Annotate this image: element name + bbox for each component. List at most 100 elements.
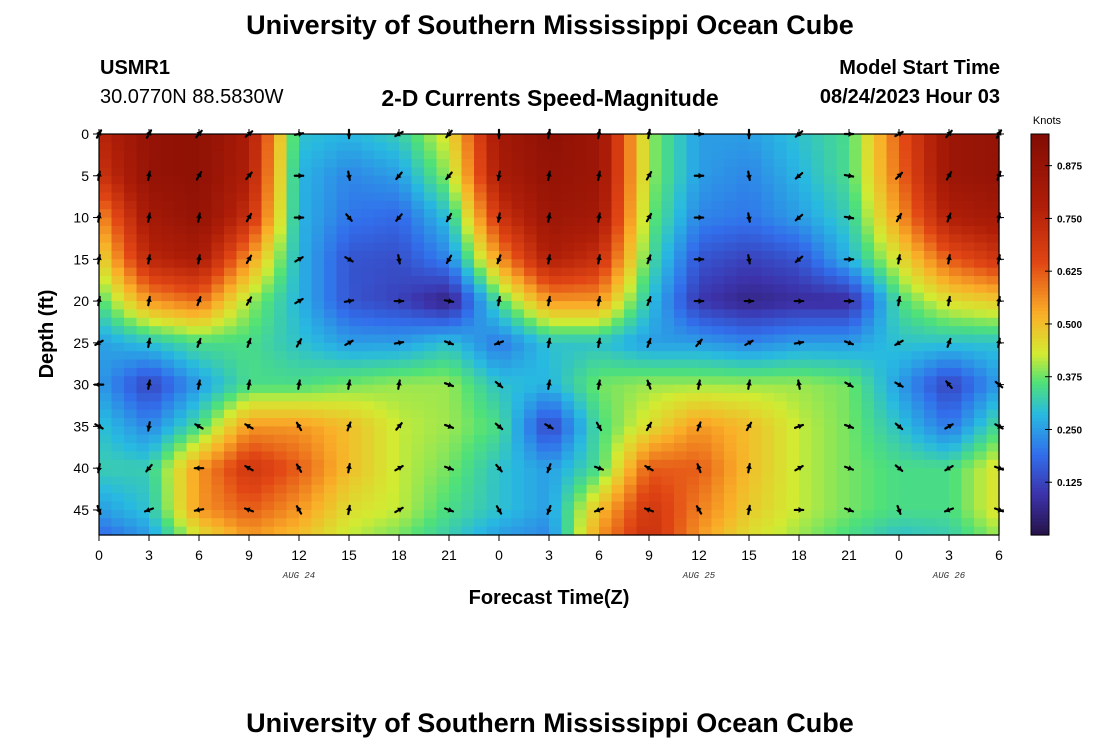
heatmap-cell xyxy=(261,250,275,260)
current-vector-arrow xyxy=(443,339,455,346)
heatmap-cell xyxy=(624,184,638,194)
heatmap-cell xyxy=(124,284,138,294)
heatmap-cell xyxy=(974,459,988,469)
heatmap-cell xyxy=(861,459,875,469)
current-vector-arrow xyxy=(793,423,805,430)
heatmap-cell xyxy=(686,359,700,369)
heatmap-cell xyxy=(961,351,975,361)
heatmap-cell xyxy=(886,493,900,503)
heatmap-cell xyxy=(849,418,863,427)
heatmap-cell xyxy=(599,209,613,219)
heatmap-cell xyxy=(561,426,575,436)
heatmap-cell xyxy=(974,509,988,519)
heatmap-cell xyxy=(436,501,450,511)
heatmap-cell xyxy=(624,518,638,528)
heatmap-cell xyxy=(399,418,413,427)
heatmap-cell xyxy=(449,326,463,336)
heatmap-cell xyxy=(336,259,350,269)
colorbar-swatch xyxy=(1031,240,1049,245)
heatmap-cell xyxy=(649,259,663,269)
heatmap-cell xyxy=(374,468,388,478)
heatmap-cell xyxy=(236,509,250,519)
current-vector-arrow xyxy=(146,421,152,432)
heatmap-cell xyxy=(774,443,788,453)
heatmap-cell xyxy=(336,526,350,536)
heatmap-cell xyxy=(211,142,225,152)
current-vector-arrow xyxy=(346,170,352,182)
heatmap-cell xyxy=(411,259,425,269)
heatmap-cell xyxy=(724,276,738,285)
heatmap-cell xyxy=(861,351,875,361)
colorbar-swatch xyxy=(1031,264,1049,269)
current-vector-arrow xyxy=(296,379,302,390)
heatmap-cell xyxy=(474,134,488,143)
heatmap-cell xyxy=(336,317,350,327)
heatmap-cell xyxy=(224,359,238,369)
current-vector-arrow xyxy=(746,462,752,474)
heatmap-cell xyxy=(661,192,675,202)
heatmap-cell xyxy=(324,142,338,152)
y-tick-label: 30 xyxy=(73,377,89,393)
heatmap-cell xyxy=(799,443,813,453)
y-axis-title: Depth (ft) xyxy=(36,290,58,379)
heatmap-cell xyxy=(249,184,263,194)
heatmap-cell xyxy=(611,493,625,503)
heatmap-cell xyxy=(661,509,675,519)
heatmap-cell xyxy=(811,192,825,202)
heatmap-cell xyxy=(536,376,550,386)
heatmap-cell xyxy=(611,518,625,528)
heatmap-cell xyxy=(861,342,875,352)
heatmap-cell xyxy=(336,225,350,235)
heatmap-cell xyxy=(249,526,263,536)
heatmap-cell xyxy=(111,167,125,177)
heatmap-cell xyxy=(336,392,350,402)
current-vector-arrow xyxy=(645,421,653,432)
heatmap-cell xyxy=(361,476,375,486)
heatmap-cell xyxy=(424,217,438,227)
heatmap-cell xyxy=(811,459,825,469)
heatmap-cell xyxy=(911,192,925,202)
heatmap-cell xyxy=(324,342,338,352)
heatmap-cell xyxy=(899,267,913,277)
heatmap-cell xyxy=(899,192,913,202)
heatmap-cell xyxy=(511,150,525,160)
heatmap-cell xyxy=(386,309,400,319)
heatmap-cell xyxy=(174,376,188,386)
heatmap-cell xyxy=(474,200,488,210)
heatmap-cell xyxy=(299,409,313,419)
heatmap-cell xyxy=(911,392,925,402)
heatmap-cell xyxy=(436,267,450,277)
heatmap-cell xyxy=(824,351,838,361)
heatmap-cell xyxy=(249,292,263,302)
heatmap-cell xyxy=(774,401,788,411)
heatmap-cell xyxy=(174,509,188,519)
heatmap-cell xyxy=(599,326,613,336)
current-vector-arrow xyxy=(944,464,954,472)
heatmap-cell xyxy=(286,526,300,536)
heatmap-cell xyxy=(199,309,213,319)
colorbar-swatch xyxy=(1031,220,1049,225)
heatmap-cell xyxy=(699,309,713,319)
heatmap-cell xyxy=(411,334,425,344)
heatmap-cell xyxy=(749,209,763,219)
current-vector-arrow xyxy=(944,423,954,430)
heatmap-cell xyxy=(811,209,825,219)
colorbar-swatch xyxy=(1031,387,1049,392)
heatmap-cell xyxy=(774,493,788,503)
heatmap-cell xyxy=(861,234,875,244)
heatmap-cell xyxy=(824,142,838,152)
heatmap-cell xyxy=(274,301,288,311)
heatmap-cell xyxy=(486,401,500,411)
heatmap-cell xyxy=(586,200,600,210)
heatmap-cell xyxy=(111,418,125,427)
heatmap-cell xyxy=(661,284,675,294)
heatmap-cell xyxy=(849,509,863,519)
heatmap-cell xyxy=(824,468,838,478)
heatmap-cell xyxy=(499,359,513,369)
heatmap-cell xyxy=(199,418,213,427)
heatmap-cell xyxy=(711,250,725,260)
heatmap-cell xyxy=(124,200,138,210)
heatmap-cell xyxy=(261,443,275,453)
heatmap-cell xyxy=(736,443,750,453)
heatmap-cell xyxy=(449,476,463,486)
